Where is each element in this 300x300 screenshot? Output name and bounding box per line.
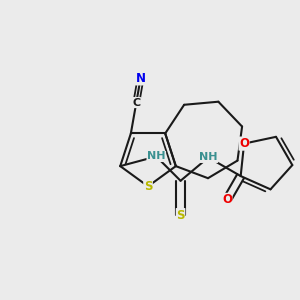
Text: NH: NH [199, 152, 218, 162]
Text: S: S [176, 208, 185, 222]
Text: S: S [144, 180, 152, 193]
Text: N: N [136, 72, 146, 85]
Text: C: C [132, 98, 140, 107]
Text: O: O [222, 194, 232, 206]
Text: NH: NH [147, 152, 166, 161]
Text: O: O [239, 137, 249, 150]
